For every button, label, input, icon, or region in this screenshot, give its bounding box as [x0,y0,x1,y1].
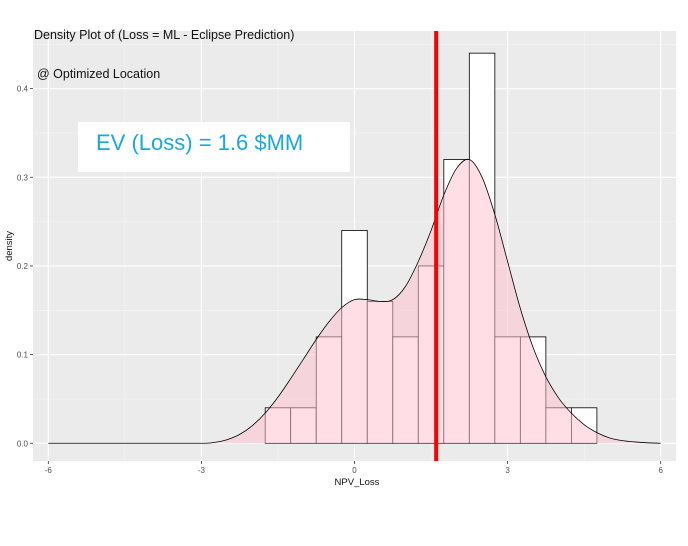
ev-annotation-box: EV (Loss) = 1.6 $MM [78,122,350,172]
y-axis-title: density [4,231,15,261]
chart-subtitle: @ Optimized Location [37,67,161,81]
chart-title: Density Plot of (Loss = ML - Eclipse Pre… [34,28,295,42]
x-axis-title: NPV_Loss [335,477,380,488]
chart-title-block: Density Plot of (Loss = ML - Eclipse Pre… [34,3,294,94]
x-tick-label: 3 [505,466,510,475]
density-curve [48,158,661,444]
x-tick-label: 0 [352,466,357,475]
y-tick-label: 0.3 [17,173,29,182]
x-tick-label: -3 [198,466,206,475]
x-tick-label: -6 [45,466,53,475]
y-tick-label: 0.2 [17,262,29,271]
density-layer [48,158,661,444]
x-axis-ticks: -6 -3 0 3 6 [45,461,663,475]
density-area [48,159,661,444]
y-tick-label: 0.4 [17,85,29,94]
y-tick-label: 0.1 [17,351,29,360]
y-axis-ticks: 0.0 0.1 0.2 0.3 0.4 [17,85,33,448]
y-tick-label: 0.0 [17,439,29,448]
ev-annotation-text: EV (Loss) = 1.6 $MM [96,130,304,155]
x-tick-label: 6 [658,466,663,475]
